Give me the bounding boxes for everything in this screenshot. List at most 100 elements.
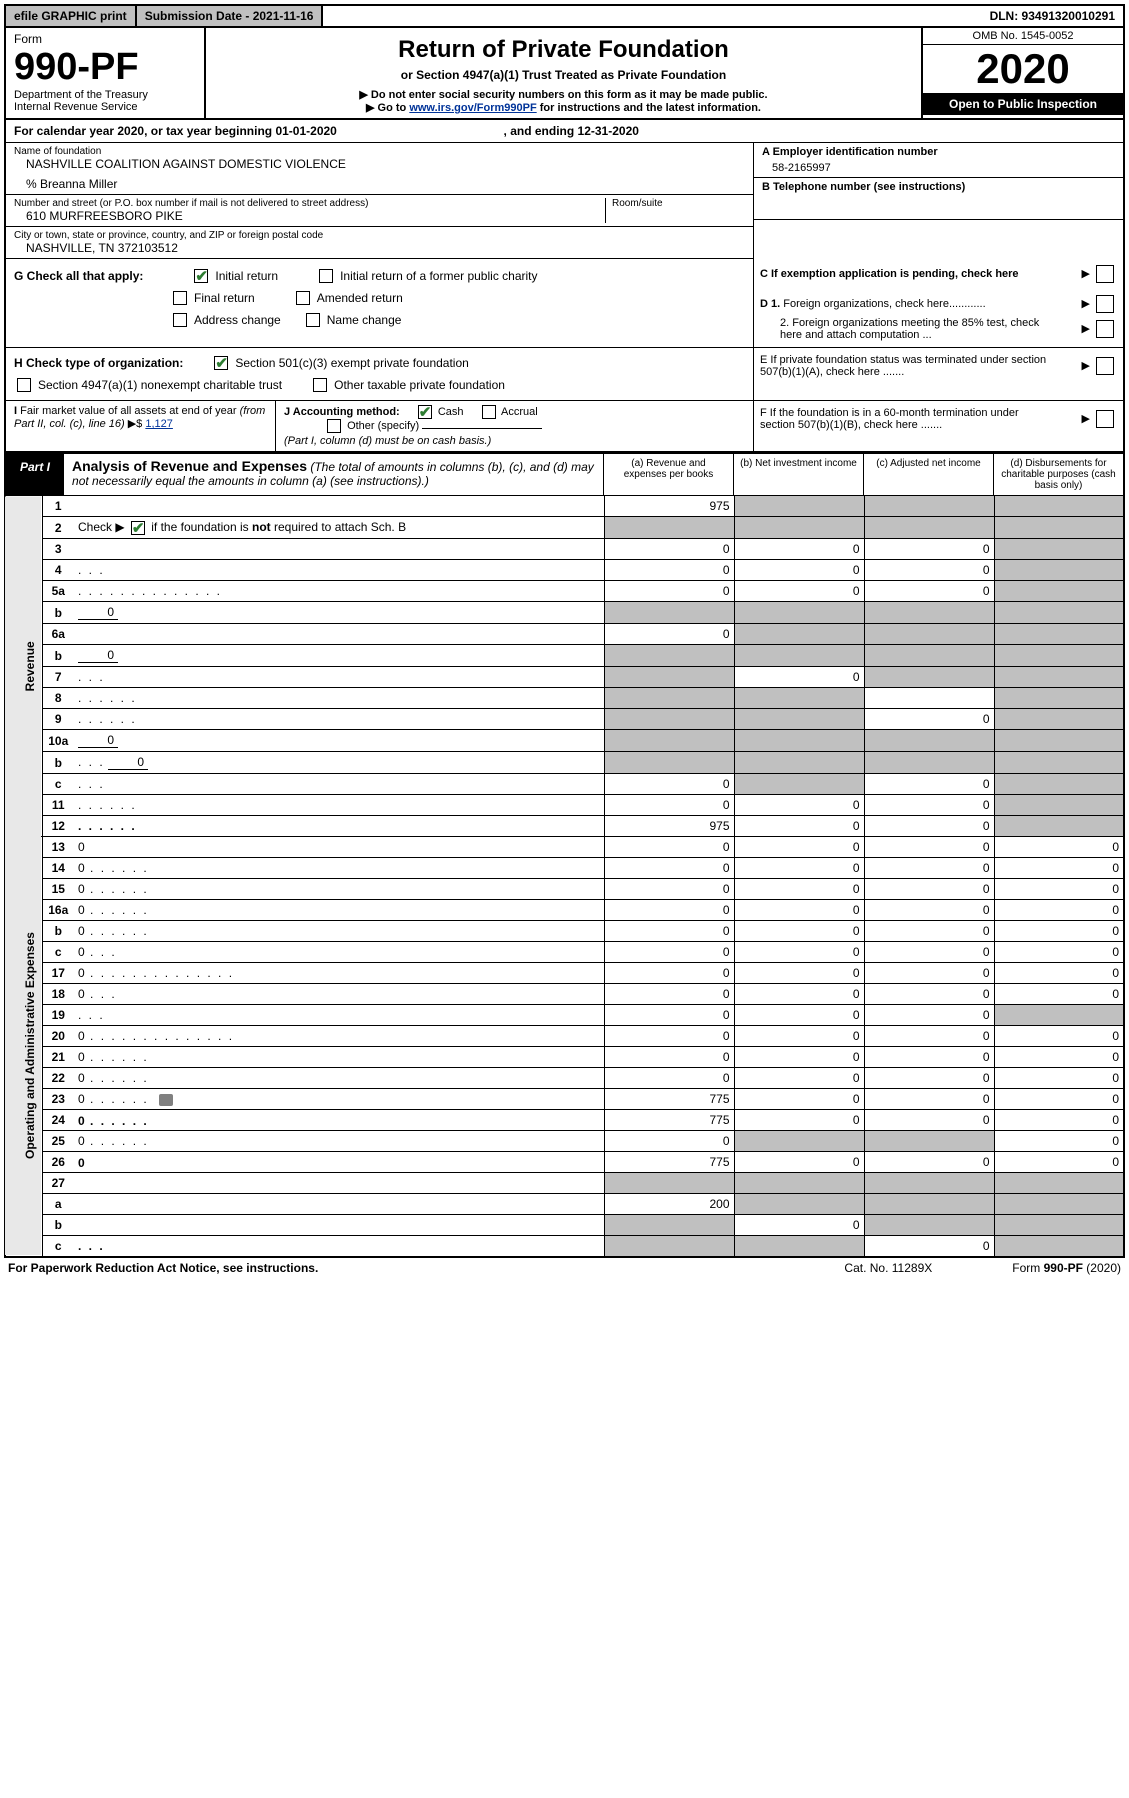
opt-initial-former: Initial return of a former public charit…: [340, 269, 537, 283]
amount-cell: 0: [604, 580, 734, 601]
exemption-pending-checkbox[interactable]: [1096, 265, 1114, 283]
line-description: 0: [74, 899, 604, 920]
status-terminated-checkbox[interactable]: [1096, 357, 1114, 375]
form-label: Form: [14, 32, 196, 46]
amount-cell: [604, 644, 734, 666]
line-description: 0: [74, 751, 604, 773]
line-number: 8: [42, 687, 74, 708]
table-row: b 0: [5, 601, 1124, 623]
line-number: b: [42, 1214, 74, 1235]
form-header: Form 990-PF Department of the Treasury I…: [4, 28, 1125, 120]
other-method-checkbox[interactable]: [327, 419, 341, 433]
table-row: 2Check ▶ if the foundation is not requir…: [5, 517, 1124, 539]
ein-value: 58-2165997: [762, 158, 1115, 174]
amount-cell: 0: [864, 920, 994, 941]
amount-cell: [604, 708, 734, 729]
table-row: 25000: [5, 1130, 1124, 1151]
line-description: 0: [74, 1088, 604, 1109]
amount-cell: 0: [604, 538, 734, 559]
line-description: 0: [74, 601, 604, 623]
amount-cell: 0: [734, 836, 864, 857]
line-description: [74, 708, 604, 729]
submission-date-button[interactable]: Submission Date - 2021-11-16: [137, 6, 324, 26]
part1-table: Revenue19752Check ▶ if the foundation is…: [4, 496, 1125, 1257]
paperwork-notice: For Paperwork Reduction Act Notice, see …: [8, 1261, 318, 1275]
other-taxable-checkbox[interactable]: [313, 378, 327, 392]
f-label: F If the foundation is in a 60-month ter…: [760, 407, 1050, 431]
foreign-org-checkbox[interactable]: [1096, 295, 1114, 313]
table-row: c00000: [5, 941, 1124, 962]
line-description: [74, 773, 604, 794]
line-description: [74, 1235, 604, 1256]
amount-cell: [864, 601, 994, 623]
amount-cell: 0: [864, 538, 994, 559]
amount-cell: 0: [864, 857, 994, 878]
line-number: 20: [42, 1025, 74, 1046]
line-description: 0: [74, 1151, 604, 1172]
amount-cell: 0: [734, 538, 864, 559]
line-number: 13: [42, 836, 74, 857]
city-state-zip: NASHVILLE, TN 372103512: [14, 241, 745, 255]
amount-cell: [864, 751, 994, 773]
efile-print-button[interactable]: efile GRAPHIC print: [6, 6, 137, 26]
table-row: Operating and Administrative Expenses130…: [5, 836, 1124, 857]
ij-section: I Fair market value of all assets at end…: [4, 401, 1125, 453]
amount-cell: 775: [604, 1088, 734, 1109]
foundation-name-label: Name of foundation: [14, 146, 745, 157]
phone-label: B Telephone number (see instructions): [762, 181, 1115, 193]
final-return-checkbox[interactable]: [173, 291, 187, 305]
amount-cell: 0: [604, 857, 734, 878]
amount-cell: 975: [604, 496, 734, 517]
amount-cell: [994, 729, 1124, 751]
amount-cell: 0: [604, 794, 734, 815]
table-row: c0: [5, 1235, 1124, 1256]
4947-checkbox[interactable]: [17, 378, 31, 392]
amount-cell: [734, 1172, 864, 1193]
amount-cell: 0: [604, 623, 734, 644]
col-c-header: (c) Adjusted net income: [863, 454, 993, 495]
table-row: a200: [5, 1193, 1124, 1214]
amount-cell: [734, 708, 864, 729]
form-ref: Form 990-PF (2020): [1012, 1261, 1121, 1275]
initial-return-checkbox[interactable]: [194, 269, 208, 283]
line-description: 0: [74, 983, 604, 1004]
name-change-checkbox[interactable]: [306, 313, 320, 327]
amount-cell: 0: [604, 920, 734, 941]
501c3-checkbox[interactable]: [214, 356, 228, 370]
line-number: 22: [42, 1067, 74, 1088]
table-row: 2100000: [5, 1046, 1124, 1067]
line-description: 0: [74, 920, 604, 941]
form990pf-link[interactable]: www.irs.gov/Form990PF: [409, 102, 536, 114]
amended-return-checkbox[interactable]: [296, 291, 310, 305]
fmv-link[interactable]: 1,127: [145, 418, 173, 430]
amount-cell: 0: [864, 1046, 994, 1067]
table-row: 240775000: [5, 1109, 1124, 1130]
attachment-icon[interactable]: [159, 1094, 173, 1106]
amount-cell: [994, 708, 1124, 729]
tax-year: 2020: [923, 45, 1123, 93]
amount-cell: [604, 517, 734, 539]
table-row: Revenue1975: [5, 496, 1124, 517]
opt-other-taxable: Other taxable private foundation: [334, 378, 505, 392]
cash-checkbox[interactable]: [418, 405, 432, 419]
initial-former-checkbox[interactable]: [319, 269, 333, 283]
table-row: 10a 0: [5, 729, 1124, 751]
amount-cell: [994, 601, 1124, 623]
60-month-checkbox[interactable]: [1096, 410, 1114, 428]
part1-title: Analysis of Revenue and Expenses: [72, 458, 307, 474]
address-change-checkbox[interactable]: [173, 313, 187, 327]
foreign-85-checkbox[interactable]: [1096, 320, 1114, 338]
table-row: b 0: [5, 751, 1124, 773]
amount-cell: 0: [864, 899, 994, 920]
table-row: 5a000: [5, 580, 1124, 601]
cat-number: Cat. No. 11289X: [844, 1261, 932, 1275]
line-description: [74, 666, 604, 687]
accrual-checkbox[interactable]: [482, 405, 496, 419]
table-row: 230 775000: [5, 1088, 1124, 1109]
table-row: b 0: [5, 644, 1124, 666]
amount-cell: [994, 644, 1124, 666]
line-number: 1: [42, 496, 74, 517]
amount-cell: 0: [864, 708, 994, 729]
opt-amended-return: Amended return: [317, 291, 403, 305]
room-suite-label: Room/suite: [612, 198, 745, 209]
